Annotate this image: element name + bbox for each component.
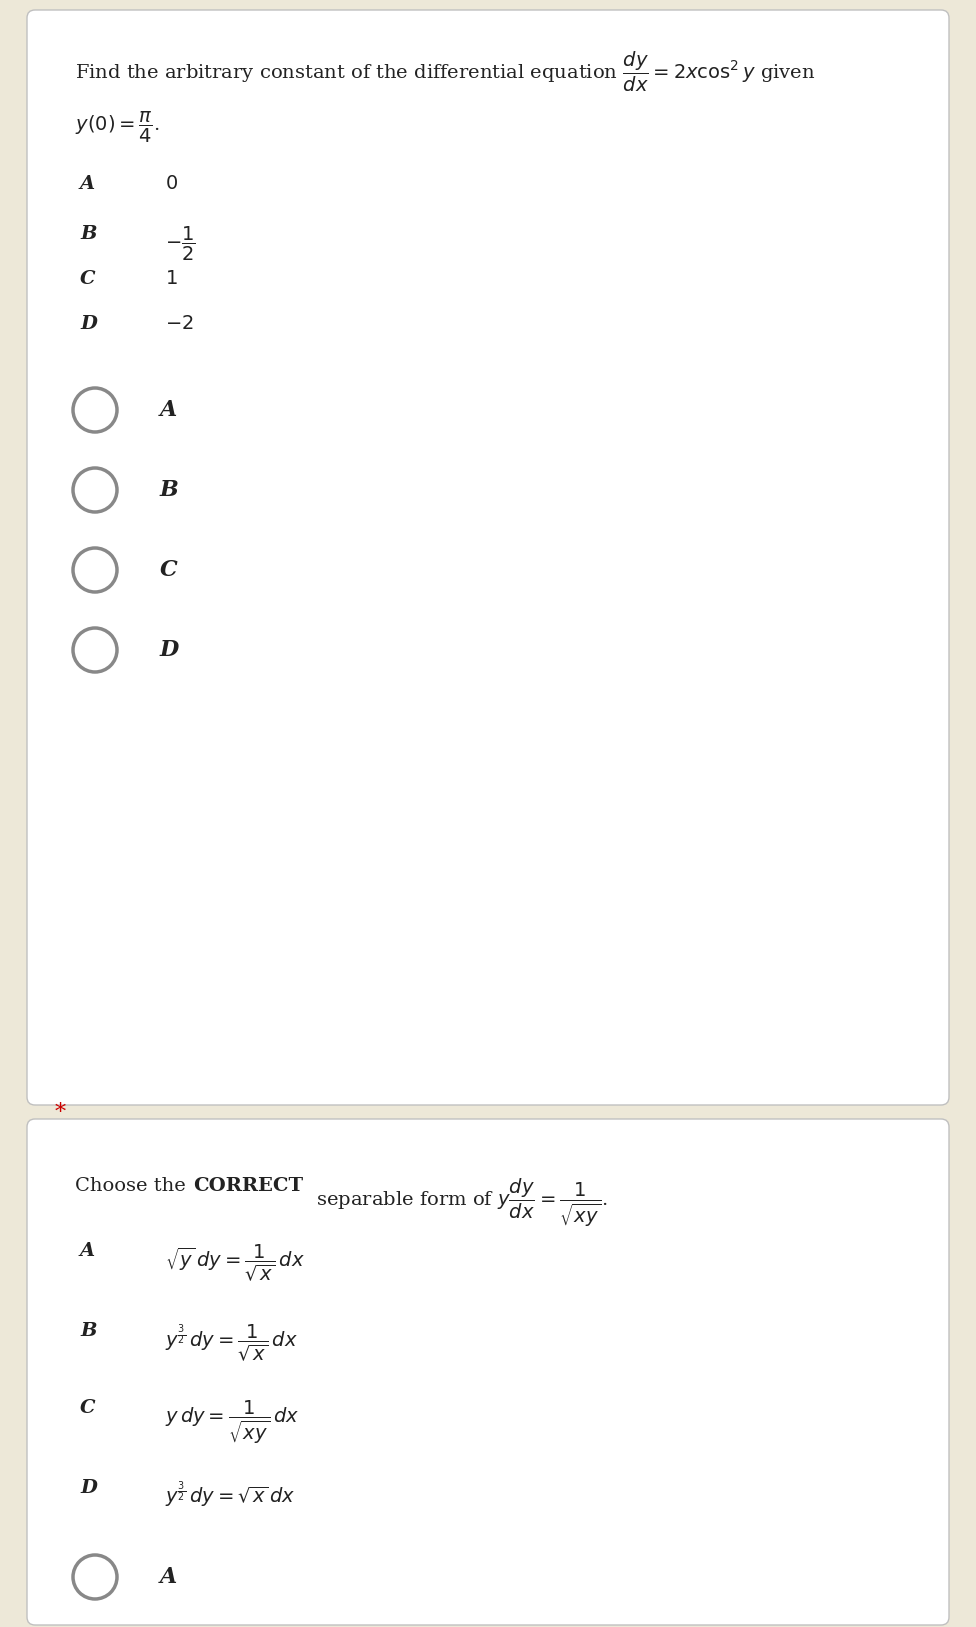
Text: A: A xyxy=(80,1241,95,1259)
Text: D: D xyxy=(80,1479,97,1497)
Text: $0$: $0$ xyxy=(165,176,178,194)
Text: Find the arbitrary constant of the differential equation $\dfrac{dy}{dx} = 2x\co: Find the arbitrary constant of the diffe… xyxy=(75,50,815,94)
Text: A: A xyxy=(160,1567,178,1588)
Text: C: C xyxy=(80,270,96,288)
Text: C: C xyxy=(160,560,178,581)
Text: B: B xyxy=(80,1323,97,1341)
Text: $y\,dy = \dfrac{1}{\sqrt{xy}}\,dx$: $y\,dy = \dfrac{1}{\sqrt{xy}}\,dx$ xyxy=(165,1399,300,1446)
Text: D: D xyxy=(160,639,180,661)
Text: B: B xyxy=(80,225,97,242)
Text: C: C xyxy=(80,1399,96,1417)
Text: separable form of $y\dfrac{dy}{dx} = \dfrac{1}{\sqrt{xy}}$.: separable form of $y\dfrac{dy}{dx} = \df… xyxy=(310,1176,608,1230)
Text: $1$: $1$ xyxy=(165,270,178,288)
Text: $-2$: $-2$ xyxy=(165,316,193,334)
Text: D: D xyxy=(80,316,97,334)
Text: $y^{\frac{3}{2}}\,dy = \dfrac{1}{\sqrt{x}}\,dx$: $y^{\frac{3}{2}}\,dy = \dfrac{1}{\sqrt{x… xyxy=(165,1323,298,1363)
FancyBboxPatch shape xyxy=(27,10,949,1105)
FancyBboxPatch shape xyxy=(27,1119,949,1625)
Text: $-\dfrac{1}{2}$: $-\dfrac{1}{2}$ xyxy=(165,225,196,264)
Text: B: B xyxy=(160,478,179,501)
Text: A: A xyxy=(160,399,178,421)
Text: A: A xyxy=(80,176,95,194)
Text: *: * xyxy=(55,1101,66,1124)
Text: $\sqrt{y}\,dy = \dfrac{1}{\sqrt{x}}\,dx$: $\sqrt{y}\,dy = \dfrac{1}{\sqrt{x}}\,dx$ xyxy=(165,1241,305,1282)
Text: $y^{\frac{3}{2}}\,dy = \sqrt{x}\,dx$: $y^{\frac{3}{2}}\,dy = \sqrt{x}\,dx$ xyxy=(165,1479,296,1510)
Text: CORRECT: CORRECT xyxy=(193,1176,304,1194)
Text: Choose the: Choose the xyxy=(75,1176,192,1194)
Text: $y(0) = \dfrac{\pi}{4}$.: $y(0) = \dfrac{\pi}{4}$. xyxy=(75,111,160,145)
